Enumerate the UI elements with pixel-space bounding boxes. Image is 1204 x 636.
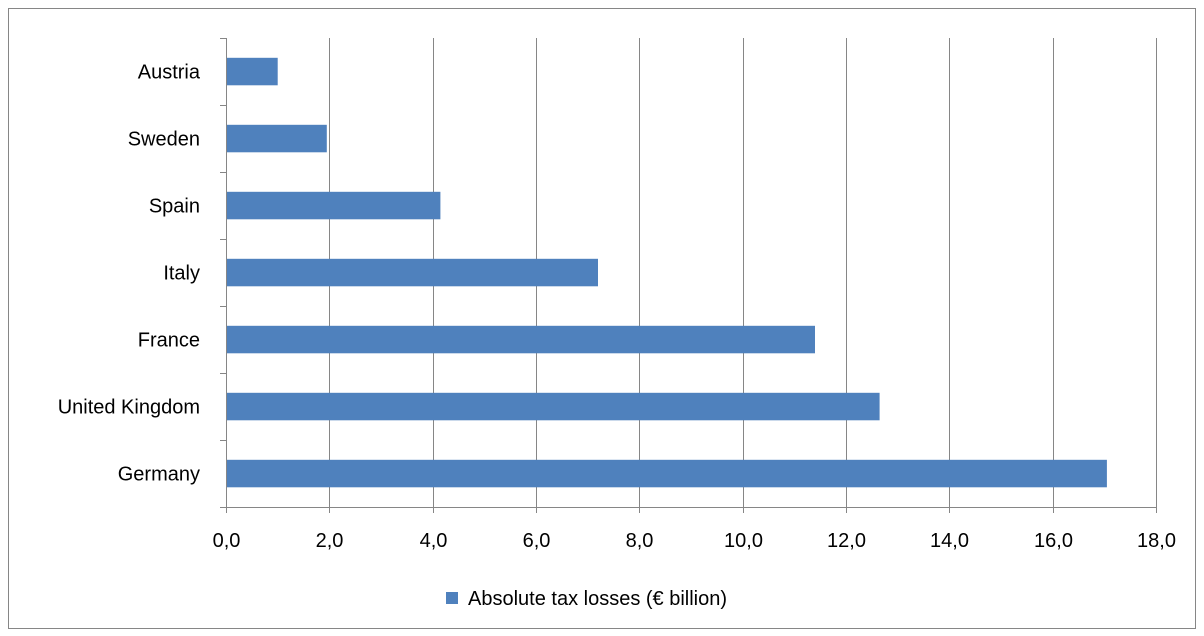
- bar-sweden: [227, 124, 327, 153]
- chart-border: [8, 8, 1196, 629]
- x-tick-label: 8,0: [626, 530, 654, 552]
- legend: Absolute tax losses (€ billion): [446, 588, 727, 610]
- grid-layer: [329, 38, 1157, 507]
- x-tick-label: 0,0: [213, 530, 241, 552]
- x-tick-label: 12,0: [827, 530, 866, 552]
- bar-layer: [227, 57, 1107, 488]
- x-tick-label: 2,0: [316, 530, 344, 552]
- category-label: Austria: [138, 62, 201, 84]
- x-tick-label: 4,0: [420, 530, 448, 552]
- x-tick-label: 18,0: [1137, 530, 1176, 552]
- category-label: France: [138, 330, 200, 352]
- axis-layer: [220, 38, 1157, 513]
- x-tick-label: 14,0: [930, 530, 969, 552]
- label-layer: 0,0 2,0 4,0 6,0 8,0 10,0 12,0 14,0 16,0 18,0 Austr…: [58, 62, 1176, 553]
- bar-italy: [227, 258, 598, 287]
- bar-germany: [227, 459, 1107, 488]
- category-label: Germany: [118, 464, 200, 486]
- x-tick-label: 6,0: [523, 530, 551, 552]
- bar-spain: [227, 191, 441, 220]
- bar-france: [227, 325, 815, 354]
- bar-united-kingdom: [227, 392, 880, 421]
- bar-austria: [227, 57, 278, 86]
- legend-label: Absolute tax losses (€ billion): [468, 588, 727, 610]
- x-tick-label: 16,0: [1034, 530, 1073, 552]
- category-label: Spain: [149, 196, 200, 218]
- x-tick-label: 10,0: [724, 530, 763, 552]
- category-label: United Kingdom: [58, 397, 200, 419]
- legend-swatch: [446, 592, 458, 604]
- category-label: Italy: [163, 263, 200, 285]
- category-label: Sweden: [128, 129, 200, 151]
